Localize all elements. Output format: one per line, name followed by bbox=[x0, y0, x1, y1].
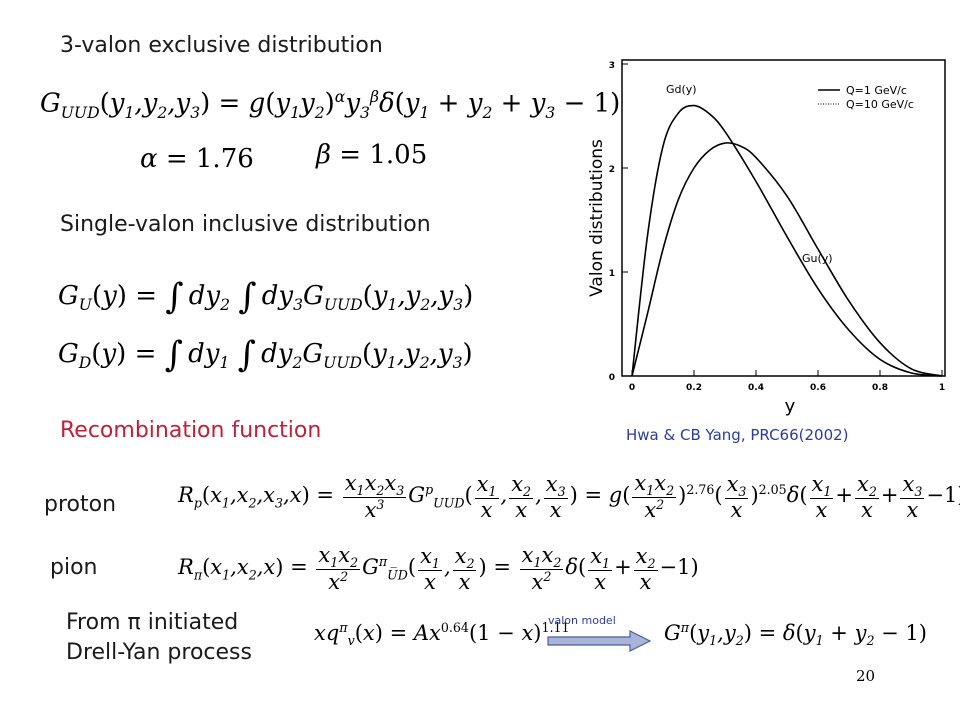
curve-label-gu: Gu(y) bbox=[802, 252, 833, 265]
heading-recombination: Recombination function bbox=[60, 418, 322, 443]
x-tick-label: 1 bbox=[939, 383, 945, 393]
drell-yan-line-2: Drell-Yan process bbox=[66, 640, 252, 665]
heading-single-valon: Single-valon inclusive distribution bbox=[60, 212, 431, 237]
equation-beta: β = 1.05 bbox=[316, 140, 428, 170]
x-tick-label: 0 bbox=[629, 383, 635, 393]
valon-distribution-chart: 0 0.2 0.4 0.6 0.8 1 0 1 2 3 Gd(y) Gu(y) Q=1 GeV/c… bbox=[587, 59, 946, 417]
y-tick-label: 1 bbox=[609, 269, 615, 279]
equation-alpha: α = 1.76 bbox=[140, 144, 254, 174]
y-tick-label: 3 bbox=[609, 61, 615, 71]
y-axis-label: Valon distributions bbox=[587, 139, 607, 297]
curve-label-gd: Gd(y) bbox=[666, 83, 697, 96]
equation-valence-quark: xqπv(x) = Ax0.64(1 − x)1.11 bbox=[314, 620, 570, 649]
equation-pion-valon: Gπ(y1,y2) = δ(y1 + y2 − 1) bbox=[664, 620, 927, 649]
arrow-label: valon model bbox=[548, 614, 616, 627]
equation-proton: Rp(x1,x2,x3,x) = x1x2x3 x3 GpUUD(x1 x, x2 x, x… bbox=[178, 471, 960, 523]
x-tick-label: 0.4 bbox=[748, 383, 764, 393]
equation-g-uud: GUUD(y1,y2,y3) = g(y1y2)αy3βδ(y1 + y2 + … bbox=[40, 88, 621, 122]
equation-g-d: GD(y) = ∫ dy1 ∫ dy2GUUD(y1,y2,y3) bbox=[58, 334, 473, 375]
x-tick-label: 0.8 bbox=[872, 383, 888, 393]
label-proton: proton bbox=[44, 492, 117, 517]
equation-pion: Rπ(x1,x2,x) = x1x2 x2 GπU̅D(x1 x, x2 x) = x1x… bbox=[178, 543, 699, 595]
y-tick-label: 0 bbox=[609, 373, 615, 383]
arrow-icon bbox=[547, 630, 652, 652]
drell-yan-line-1: From π initiated bbox=[66, 610, 239, 635]
chart-ticks: 0 0.2 0.4 0.6 0.8 1 0 1 2 3 bbox=[609, 61, 945, 393]
series-line-gu bbox=[631, 142, 943, 377]
equation-g-u: GU(y) = ∫ dy2 ∫ dy3GUUD(y1,y2,y3) bbox=[58, 276, 474, 317]
x-tick-label: 0.6 bbox=[810, 383, 826, 393]
heading-3-valon: 3-valon exclusive distribution bbox=[60, 33, 383, 58]
x-axis-label: y bbox=[785, 396, 796, 417]
y-tick-label: 2 bbox=[609, 165, 615, 175]
page-number: 20 bbox=[856, 667, 876, 685]
citation: Hwa & CB Yang, PRC66(2002) bbox=[626, 426, 849, 444]
label-drell-yan: From π initiated Drell-Yan process bbox=[66, 608, 252, 668]
x-tick-label: 0.2 bbox=[686, 383, 702, 393]
label-pion: pion bbox=[50, 555, 98, 580]
legend-entry-q1: Q=1 GeV/c bbox=[846, 84, 907, 97]
legend-entry-q10: Q=10 GeV/c bbox=[846, 98, 914, 111]
series-line-gd bbox=[631, 104, 943, 377]
chart-frame bbox=[621, 59, 946, 377]
